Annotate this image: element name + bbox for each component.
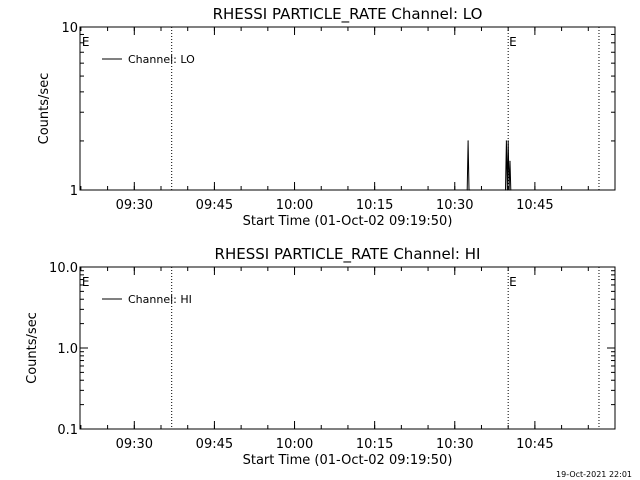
- y-tick-label: 0.1: [57, 423, 78, 438]
- event-marker-label: E: [82, 275, 90, 289]
- data-point: [466, 189, 468, 191]
- data-point: [505, 140, 507, 142]
- legend-label: Channel: HI: [128, 293, 192, 306]
- x-tick-label: 10:45: [516, 198, 553, 213]
- x-axis-label: Start Time (01-Oct-02 09:19:50): [243, 214, 453, 229]
- y-tick-label: 1: [70, 184, 78, 199]
- timestamp-footer: 19-Oct-2021 22:01: [556, 470, 632, 479]
- data-point: [507, 140, 509, 142]
- event-marker-label: E: [509, 35, 517, 49]
- x-tick-label: 09:45: [196, 437, 233, 452]
- series-line: [466, 140, 512, 191]
- y-tick-label: 1.0: [57, 342, 78, 357]
- chart-title: RHESSI PARTICLE_RATE Channel: LO: [213, 5, 483, 24]
- y-tick-label: 10: [61, 21, 78, 36]
- x-tick-label: 10:00: [276, 198, 313, 213]
- x-tick-label: 10:15: [356, 198, 393, 213]
- event-marker-label: E: [82, 35, 90, 49]
- data-point: [510, 189, 512, 191]
- event-marker-label: E: [509, 275, 517, 289]
- data-point: [504, 189, 507, 191]
- x-tick-label: 10:00: [276, 437, 313, 452]
- data-point: [469, 189, 471, 191]
- data-point: [467, 140, 469, 142]
- data-point: [506, 189, 508, 191]
- y-axis-label: Counts/sec: [25, 312, 40, 384]
- chart-panel-hi: RHESSI PARTICLE_RATE Channel: HI Counts/s…: [25, 245, 616, 468]
- x-tick-label: 10:45: [516, 437, 553, 452]
- data-point: [508, 189, 510, 191]
- chart-title: RHESSI PARTICLE_RATE Channel: HI: [215, 245, 481, 264]
- plot-frame: [79, 26, 616, 191]
- chart-panel-lo: RHESSI PARTICLE_RATE Channel: LO Counts/s…: [37, 5, 616, 229]
- x-tick-label: 10:30: [436, 437, 473, 452]
- x-tick-label: 09:30: [116, 198, 153, 213]
- y-tick-label: 10.0: [49, 261, 78, 276]
- x-tick-label: 09:30: [116, 437, 153, 452]
- legend-label: Channel: LO: [128, 53, 195, 66]
- y-axis-label: Counts/sec: [37, 73, 52, 145]
- x-tick-label: 09:45: [196, 198, 233, 213]
- plot-frame: [79, 266, 616, 430]
- data-point: [509, 160, 511, 162]
- x-tick-label: 10:15: [356, 437, 393, 452]
- x-axis-label: Start Time (01-Oct-02 09:19:50): [243, 453, 453, 468]
- x-tick-label: 10:30: [436, 198, 473, 213]
- data-point: [468, 189, 470, 191]
